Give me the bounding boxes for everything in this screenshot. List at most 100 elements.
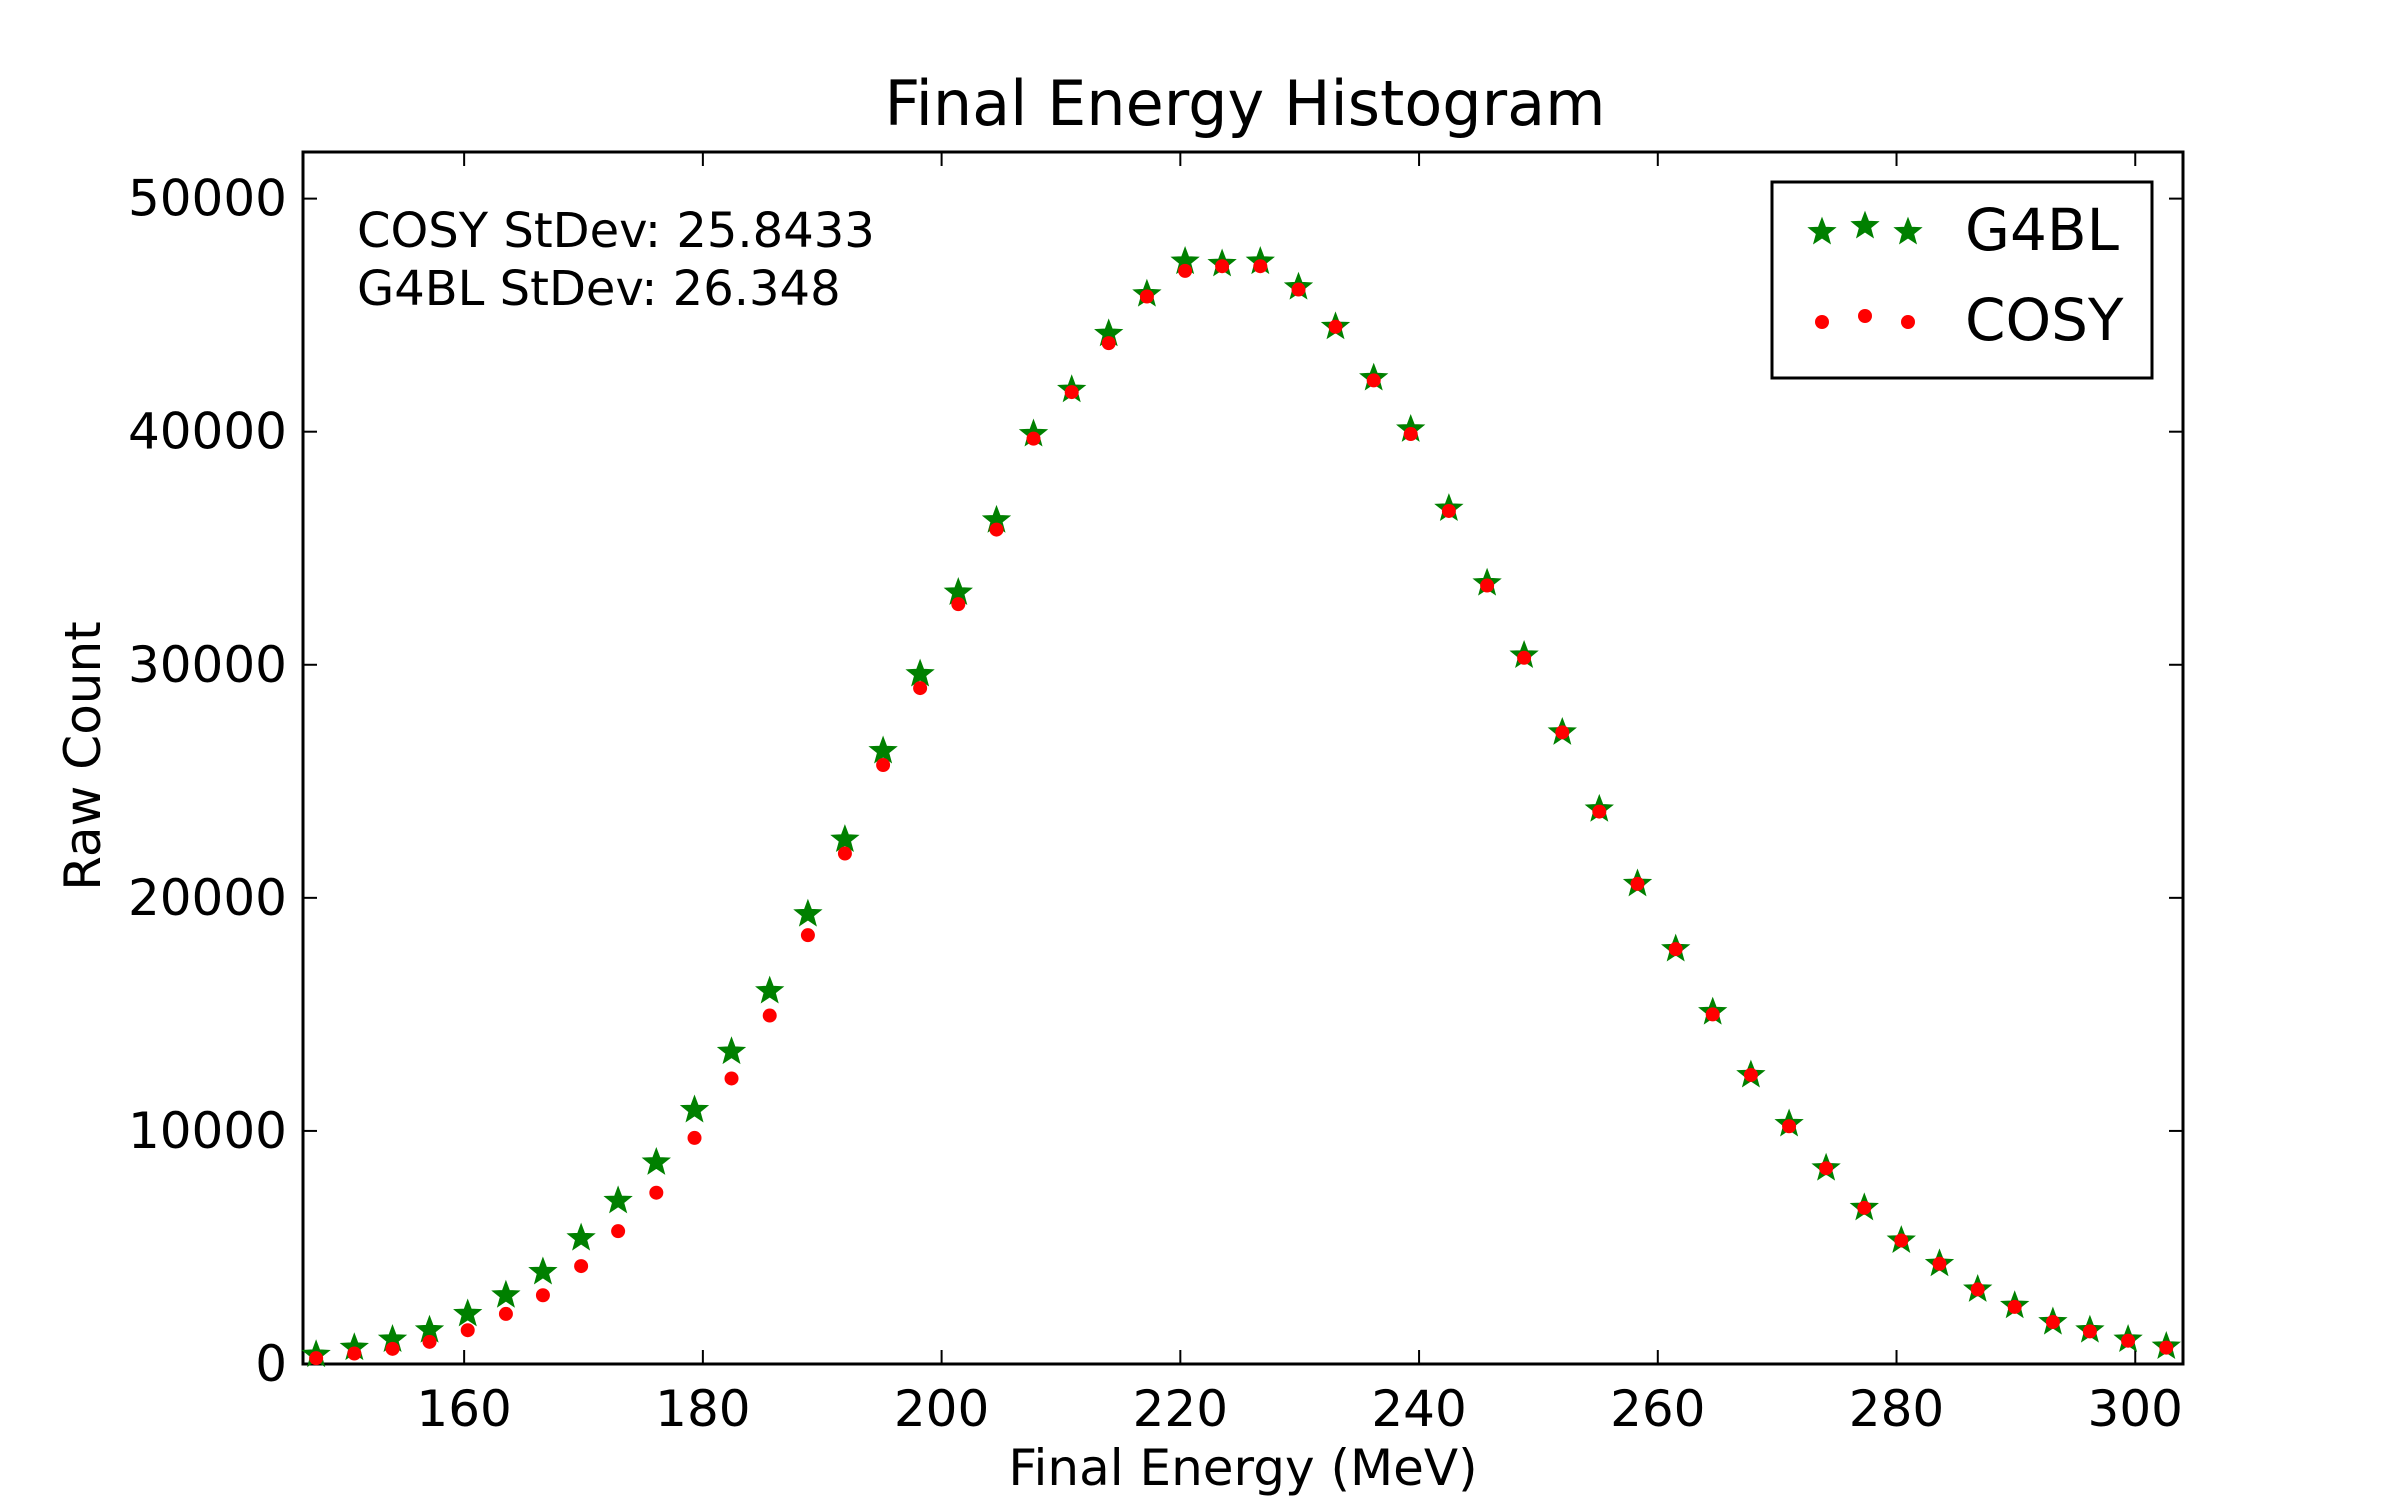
- chart-title: Final Energy Histogram: [885, 67, 1606, 140]
- x-tick-label: 280: [1849, 1380, 1944, 1438]
- point-cosy: [1139, 289, 1154, 304]
- y-tick-label: 20000: [128, 869, 287, 927]
- legend-label-g4bl: G4BL: [1965, 196, 2119, 264]
- point-cosy: [876, 757, 891, 772]
- point-cosy: [1328, 319, 1343, 334]
- point-cosy: [1026, 431, 1041, 446]
- x-tick-label: 200: [894, 1380, 989, 1438]
- point-g4bl: [716, 1036, 747, 1065]
- legend-marker-g4bl: [1850, 210, 1880, 239]
- point-g4bl: [641, 1146, 671, 1175]
- point-cosy: [1932, 1256, 1947, 1271]
- point-cosy: [649, 1185, 664, 1200]
- point-cosy: [535, 1288, 550, 1303]
- point-cosy: [460, 1323, 475, 1338]
- point-cosy: [574, 1259, 589, 1274]
- legend-box: [1770, 180, 2154, 380]
- y-tick-label: 0: [255, 1335, 287, 1393]
- point-cosy: [1970, 1282, 1985, 1297]
- point-cosy: [1592, 804, 1607, 819]
- point-cosy: [1819, 1161, 1834, 1176]
- point-g4bl: [528, 1256, 558, 1285]
- y-tick-label: 50000: [128, 170, 287, 228]
- point-cosy: [2082, 1324, 2097, 1339]
- point-cosy: [1366, 373, 1381, 388]
- y-tick-label: 30000: [128, 636, 287, 694]
- point-cosy: [1743, 1067, 1758, 1082]
- axis-ticks: 160 180 200 220 240 260 280 300 0 10000 20000 30000…: [128, 152, 2183, 1438]
- point-cosy: [385, 1341, 400, 1356]
- legend-label-cosy: COSY: [1965, 286, 2124, 354]
- point-g4bl: [905, 658, 935, 687]
- point-cosy: [1178, 263, 1193, 278]
- point-cosy: [309, 1351, 324, 1366]
- point-cosy: [1668, 942, 1683, 957]
- point-cosy: [1441, 503, 1456, 518]
- annotation-cosy-stdev: COSY StDev: 25.8433: [357, 203, 875, 259]
- point-cosy: [762, 1008, 777, 1023]
- legend-marker-g4bl: [1893, 216, 1923, 245]
- y-tick-label: 40000: [128, 403, 287, 461]
- point-g4bl: [868, 735, 898, 764]
- point-cosy: [800, 928, 815, 943]
- point-cosy: [422, 1334, 437, 1349]
- legend: G4BL COSY: [1770, 180, 2154, 380]
- legend-markers-g4bl: [1807, 210, 1923, 245]
- point-cosy: [1705, 1007, 1720, 1022]
- point-cosy: [1064, 385, 1079, 400]
- point-cosy: [1894, 1233, 1909, 1248]
- legend-marker-cosy: [1901, 315, 1915, 329]
- point-cosy: [347, 1346, 362, 1361]
- point-g4bl: [603, 1185, 633, 1214]
- point-g4bl: [453, 1298, 483, 1327]
- legend-marker-g4bl: [1807, 216, 1837, 245]
- point-cosy: [1480, 578, 1495, 593]
- x-tick-label: 260: [1610, 1380, 1705, 1438]
- point-cosy: [1782, 1119, 1797, 1134]
- series-cosy: [309, 259, 2174, 1366]
- legend-marker-cosy: [1815, 315, 1829, 329]
- annotation-g4bl-stdev: G4BL StDev: 26.348: [357, 261, 841, 317]
- y-tick-label: 10000: [128, 1102, 287, 1160]
- plot-area: [301, 150, 2185, 1366]
- point-cosy: [951, 597, 966, 612]
- point-g4bl: [755, 975, 785, 1004]
- x-tick-label: 220: [1133, 1380, 1228, 1438]
- point-cosy: [724, 1071, 739, 1086]
- point-cosy: [498, 1306, 513, 1321]
- point-g4bl: [491, 1279, 521, 1308]
- point-cosy: [1555, 725, 1570, 740]
- x-tick-label: 180: [655, 1380, 750, 1438]
- series-g4bl: [301, 246, 2181, 1368]
- data-points: [301, 246, 2181, 1368]
- point-g4bl: [793, 898, 823, 927]
- point-g4bl: [830, 824, 860, 853]
- point-cosy: [687, 1130, 702, 1145]
- point-cosy: [1403, 427, 1418, 442]
- point-cosy: [1857, 1200, 1872, 1215]
- point-cosy: [837, 846, 852, 861]
- point-cosy: [1630, 876, 1645, 891]
- point-cosy: [1253, 259, 1268, 274]
- point-cosy: [2007, 1299, 2022, 1314]
- point-cosy: [989, 522, 1004, 537]
- point-g4bl: [679, 1094, 710, 1123]
- y-axis-label: Raw Count: [54, 621, 112, 891]
- x-tick-label: 240: [1371, 1380, 1466, 1438]
- legend-marker-cosy: [1858, 309, 1872, 323]
- point-cosy: [2159, 1340, 2174, 1355]
- x-tick-label: 300: [2088, 1380, 2183, 1438]
- point-cosy: [1215, 259, 1230, 274]
- point-cosy: [2121, 1333, 2136, 1348]
- x-axis-label: Final Energy (MeV): [1008, 1439, 1477, 1497]
- point-cosy: [1517, 650, 1532, 665]
- x-tick-label: 160: [416, 1380, 511, 1438]
- point-g4bl: [566, 1222, 596, 1251]
- point-cosy: [913, 681, 928, 696]
- point-cosy: [2045, 1315, 2060, 1330]
- point-cosy: [1101, 336, 1116, 351]
- point-cosy: [611, 1224, 626, 1239]
- legend-markers-cosy: [1815, 309, 1915, 329]
